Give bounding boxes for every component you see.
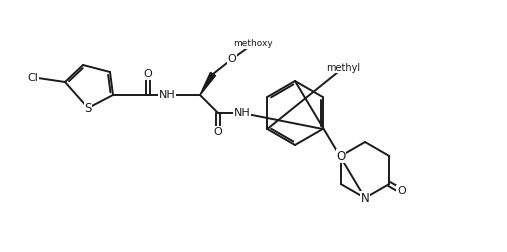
Polygon shape (200, 72, 215, 95)
Text: O: O (213, 127, 223, 137)
Text: N: N (360, 192, 370, 205)
Text: methoxy: methoxy (233, 40, 273, 48)
Text: O: O (228, 54, 236, 64)
Text: O: O (336, 149, 345, 163)
Text: O: O (143, 69, 153, 79)
Text: methyl: methyl (326, 63, 360, 73)
Text: Cl: Cl (27, 73, 38, 83)
Text: NH: NH (159, 90, 175, 100)
Text: S: S (84, 102, 92, 114)
Text: O: O (397, 186, 406, 196)
Text: NH: NH (234, 108, 250, 118)
